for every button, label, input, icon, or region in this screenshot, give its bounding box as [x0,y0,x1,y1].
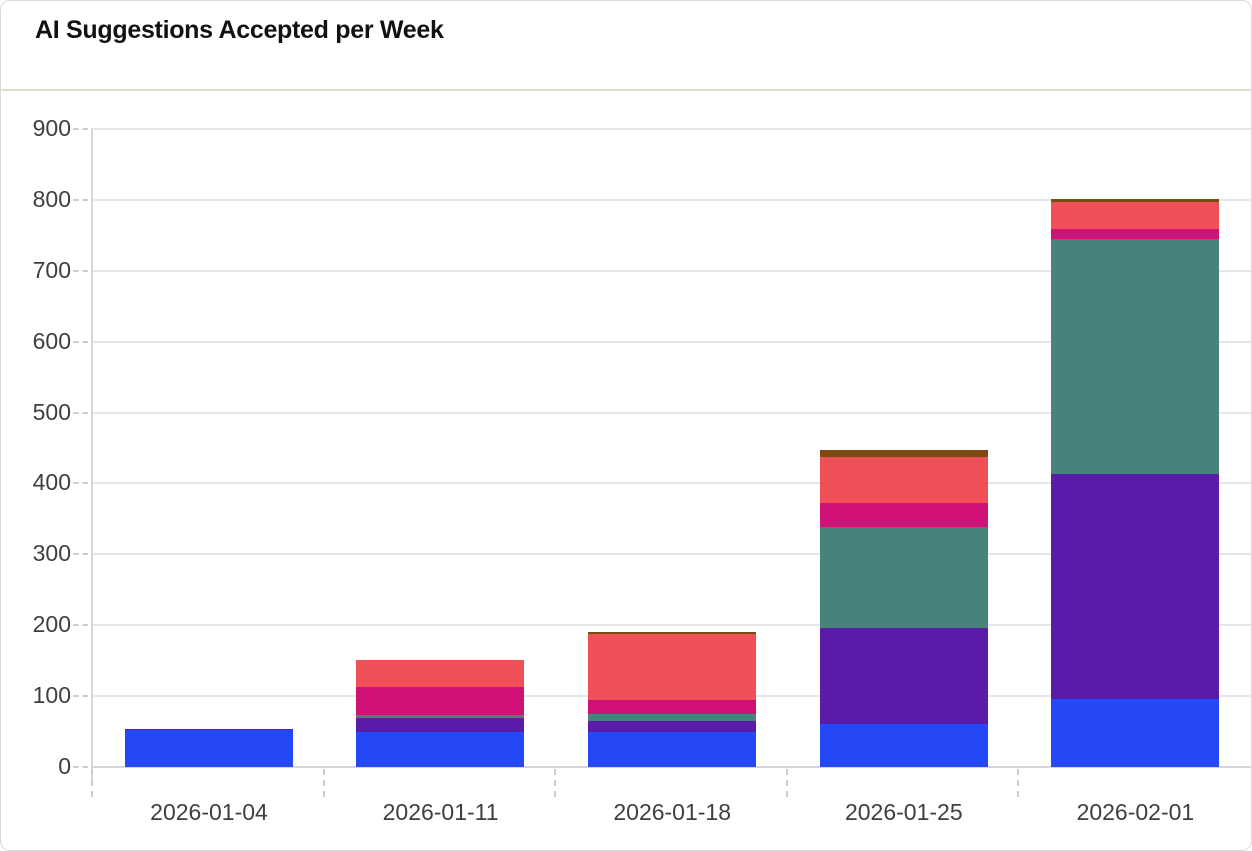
bar-segment-purple-series[interactable] [124,729,293,731]
bar-segment-magenta-series[interactable] [819,502,988,528]
gridline-y-0 [91,766,1251,768]
bar-segment-blue-series[interactable] [1051,698,1220,767]
bar-segment-blue-series[interactable] [819,723,988,767]
gridline-y-900 [91,128,1251,130]
x-tick-label: 2026-01-18 [613,799,732,825]
bar-segment-teal-series[interactable] [356,714,525,719]
y-tick-label: 700 [32,256,71,283]
chart-plot-area: 0 100 200 300 400 500 600 700 800 900 2026-01-04 20… [1,91,1251,850]
x-tick-label: 2026-01-04 [150,799,268,825]
stacked-bar-2026-01-11[interactable] [356,659,525,767]
x-tick-label: 2026-02-01 [1076,799,1195,825]
y-tick-label: 800 [32,185,71,212]
gridline-y-300 [91,553,1251,556]
stacked-bar-2026-02-01[interactable] [1051,199,1220,767]
header-divider [1,89,1251,91]
y-axis-tick [73,411,88,414]
y-axis-tick [73,553,88,556]
y-axis-tick [73,128,88,130]
bar-segment-red-series[interactable] [819,457,988,503]
y-axis-tick [73,340,88,343]
stacked-bar-2026-01-04[interactable] [124,729,293,767]
bar-segment-brown-series[interactable] [588,632,756,635]
bar-segment-purple-series[interactable] [819,628,988,724]
bar-segment-magenta-series[interactable] [1051,228,1220,239]
y-axis-tick [73,198,88,201]
bar-segment-teal-series[interactable] [819,527,988,629]
y-tick-label: 0 [58,753,71,779]
x-axis-tick [1017,769,1020,797]
x-axis-tick [554,769,557,797]
gridline-y-400 [91,482,1251,485]
bar-segment-red-series[interactable] [356,659,525,687]
gridline-y-200 [91,624,1251,627]
y-tick-label: 600 [32,327,71,354]
bar-segment-brown-series[interactable] [1051,199,1220,203]
y-tick-label: 500 [32,398,71,425]
bar-segment-purple-series[interactable] [1051,473,1220,699]
bar-segment-red-series[interactable] [588,634,756,700]
bar-segment-magenta-series[interactable] [588,699,756,714]
bar-segment-blue-series[interactable] [588,732,756,767]
bar-segment-purple-series[interactable] [356,718,525,732]
y-axis-line [91,129,93,781]
x-axis-tick [322,769,325,797]
gridline-y-500 [91,411,1251,414]
bar-segment-brown-series[interactable] [819,450,988,458]
card-header: AI Suggestions Accepted per Week [1,1,1251,89]
y-tick-label: 200 [32,611,71,638]
bar-segment-blue-series[interactable] [356,731,525,767]
y-tick-label: 100 [32,682,71,709]
gridline-y-800 [91,198,1251,201]
y-tick-label: 300 [32,540,71,567]
y-tick-label: 900 [32,115,71,141]
bar-segment-teal-series[interactable] [588,713,756,721]
y-axis-tick [73,482,88,485]
bar-segment-red-series[interactable] [1051,202,1220,229]
x-axis-tick [91,769,93,797]
x-axis-tick [785,769,788,797]
gridline-y-700 [91,269,1251,272]
stacked-bar-2026-01-18[interactable] [588,632,756,767]
y-axis-tick [73,766,88,768]
y-tick-label: 400 [32,469,71,496]
gridline-y-600 [91,340,1251,343]
x-tick-label: 2026-01-11 [382,799,499,825]
bar-segment-blue-series[interactable] [124,730,293,767]
stacked-bar-2026-01-25[interactable] [819,450,988,767]
chart-title: AI Suggestions Accepted per Week [35,16,444,44]
y-axis-tick [73,269,88,272]
y-axis-tick [73,624,88,627]
x-tick-label: 2026-01-25 [844,799,963,825]
bar-segment-teal-series[interactable] [1051,238,1220,474]
bar-segment-purple-series[interactable] [588,720,756,733]
bar-segment-magenta-series[interactable] [356,686,525,715]
y-axis-tick [73,695,88,698]
